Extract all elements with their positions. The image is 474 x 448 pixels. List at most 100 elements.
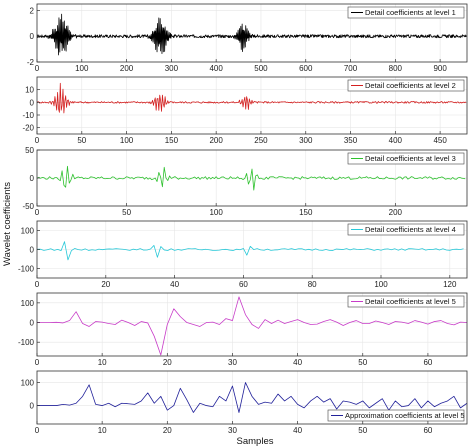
y-tick-label: 2 (30, 6, 35, 15)
axes-frame (36, 292, 468, 357)
legend-box (347, 6, 465, 19)
series-line (36, 13, 467, 56)
x-tick-label: 100 (75, 64, 89, 73)
legend-box (347, 152, 465, 165)
x-tick-label: 100 (374, 280, 388, 289)
y-tick-label: 0 (30, 98, 35, 107)
x-tick-label: 350 (344, 136, 358, 145)
x-tick-label: 20 (101, 280, 110, 289)
subplot-2: 0 50 100 150 200 250 300 350 400 450 -20 -10 0 10 Deta… (22, 76, 468, 145)
x-tick-label: 0 (35, 136, 40, 145)
x-tick-label: 800 (389, 64, 403, 73)
legend-box (347, 223, 465, 236)
legend-label: Approximation coefficients at level 5 (345, 411, 465, 420)
x-tick-label: 40 (293, 426, 302, 435)
x-tick-label: 10 (98, 358, 107, 367)
y-tick-label: -10 (22, 111, 34, 120)
x-tick-label: 450 (433, 136, 447, 145)
axes-frame (36, 370, 468, 425)
x-tick-label: 300 (299, 136, 313, 145)
legend-label: Detail coefficients at level 5 (365, 297, 456, 306)
x-tick-label: 600 (299, 64, 313, 73)
x-tick-label: 0 (35, 208, 40, 217)
x-tick-label: 10 (98, 426, 107, 435)
y-tick-label: 0 (30, 174, 35, 183)
x-tick-label: 900 (433, 64, 447, 73)
x-tick-label: 500 (254, 64, 268, 73)
legend-label: Detail coefficients at level 3 (365, 154, 456, 163)
axes-frame (36, 76, 468, 135)
subplot-1: 0 100 200 300 400 500 600 700 800 900-202 Detail c… (27, 3, 468, 73)
x-tick-label: 60 (423, 426, 432, 435)
x-tick-label: 200 (389, 208, 403, 217)
y-tick-label: 100 (21, 299, 35, 308)
x-tick-label: 150 (299, 208, 313, 217)
y-tick-label: 0 (30, 32, 35, 41)
legend: Detail coefficients at level 3 (347, 152, 465, 165)
series-line (36, 165, 466, 191)
legend-box (347, 295, 465, 308)
y-tick-label: 100 (21, 379, 35, 388)
subplots: 0 100 200 300 400 500 600 700 800 900-202 Detail c… (18, 3, 468, 435)
x-tick-label: 40 (293, 358, 302, 367)
legend: Detail coefficients at level 1 (347, 6, 465, 19)
x-tick-label: 700 (344, 64, 358, 73)
x-tick-label: 30 (228, 358, 237, 367)
x-tick-label: 60 (423, 358, 432, 367)
x-tick-label: 20 (163, 358, 172, 367)
y-tick-label: 0 (30, 246, 35, 255)
y-tick-label: -100 (18, 338, 35, 347)
x-tick-label: 30 (228, 426, 237, 435)
legend-label: Detail coefficients at level 4 (365, 225, 456, 234)
legend-label: Detail coefficients at level 2 (365, 81, 456, 90)
x-tick-label: 150 (165, 136, 179, 145)
legend: Detail coefficients at level 5 (347, 295, 465, 308)
x-tick-label: 300 (165, 64, 179, 73)
subplot-6: 0 10 20 30 40 50 60 0 100 Approximation coefficie… (21, 370, 468, 435)
x-tick-label: 50 (77, 136, 86, 145)
x-tick-label: 400 (389, 136, 403, 145)
x-tick-label: 50 (122, 208, 131, 217)
x-tick-label: 60 (239, 280, 248, 289)
legend: Approximation coefficients at level 5 (327, 409, 465, 422)
legend: Detail coefficients at level 4 (347, 223, 465, 236)
x-tick-label: 400 (209, 64, 223, 73)
x-tick-label: 40 (170, 280, 179, 289)
x-tick-label: 50 (358, 358, 367, 367)
x-tick-label: 100 (209, 208, 223, 217)
x-tick-label: 250 (254, 136, 268, 145)
y-tick-label: 10 (25, 86, 34, 95)
series-line (36, 82, 467, 114)
y-tick-label: -2 (27, 58, 35, 67)
y-axis-label: Wavelet coefficients (2, 182, 13, 266)
legend-box (327, 409, 465, 422)
x-tick-label: 200 (209, 136, 223, 145)
x-tick-label: 100 (120, 136, 134, 145)
x-tick-label: 80 (308, 280, 317, 289)
x-tick-label: 0 (35, 358, 40, 367)
x-tick-label: 120 (443, 280, 457, 289)
x-tick-label: 0 (35, 280, 40, 289)
y-tick-label: -50 (22, 202, 34, 211)
x-tick-label: 20 (163, 426, 172, 435)
x-tick-label: 0 (35, 64, 40, 73)
axes-frame (36, 3, 468, 63)
y-tick-label: 100 (21, 227, 35, 236)
x-tick-label: 200 (120, 64, 134, 73)
legend: Detail coefficients at level 2 (347, 79, 465, 92)
subplot-5: 0 10 20 30 40 50 60 -100 0 100 Detail coefficients… (18, 292, 468, 367)
y-tick-label: 0 (30, 319, 35, 328)
legend-box (347, 79, 465, 92)
series-line (37, 296, 468, 356)
y-tick-label: 0 (30, 402, 35, 411)
legend-label: Detail coefficients at level 1 (365, 8, 456, 17)
x-tick-label: 0 (35, 426, 40, 435)
y-tick-label: -20 (22, 124, 34, 133)
x-axis-label: Samples (237, 436, 274, 447)
y-tick-label: -100 (18, 265, 35, 274)
x-tick-label: 50 (358, 426, 367, 435)
series-line (37, 382, 468, 413)
